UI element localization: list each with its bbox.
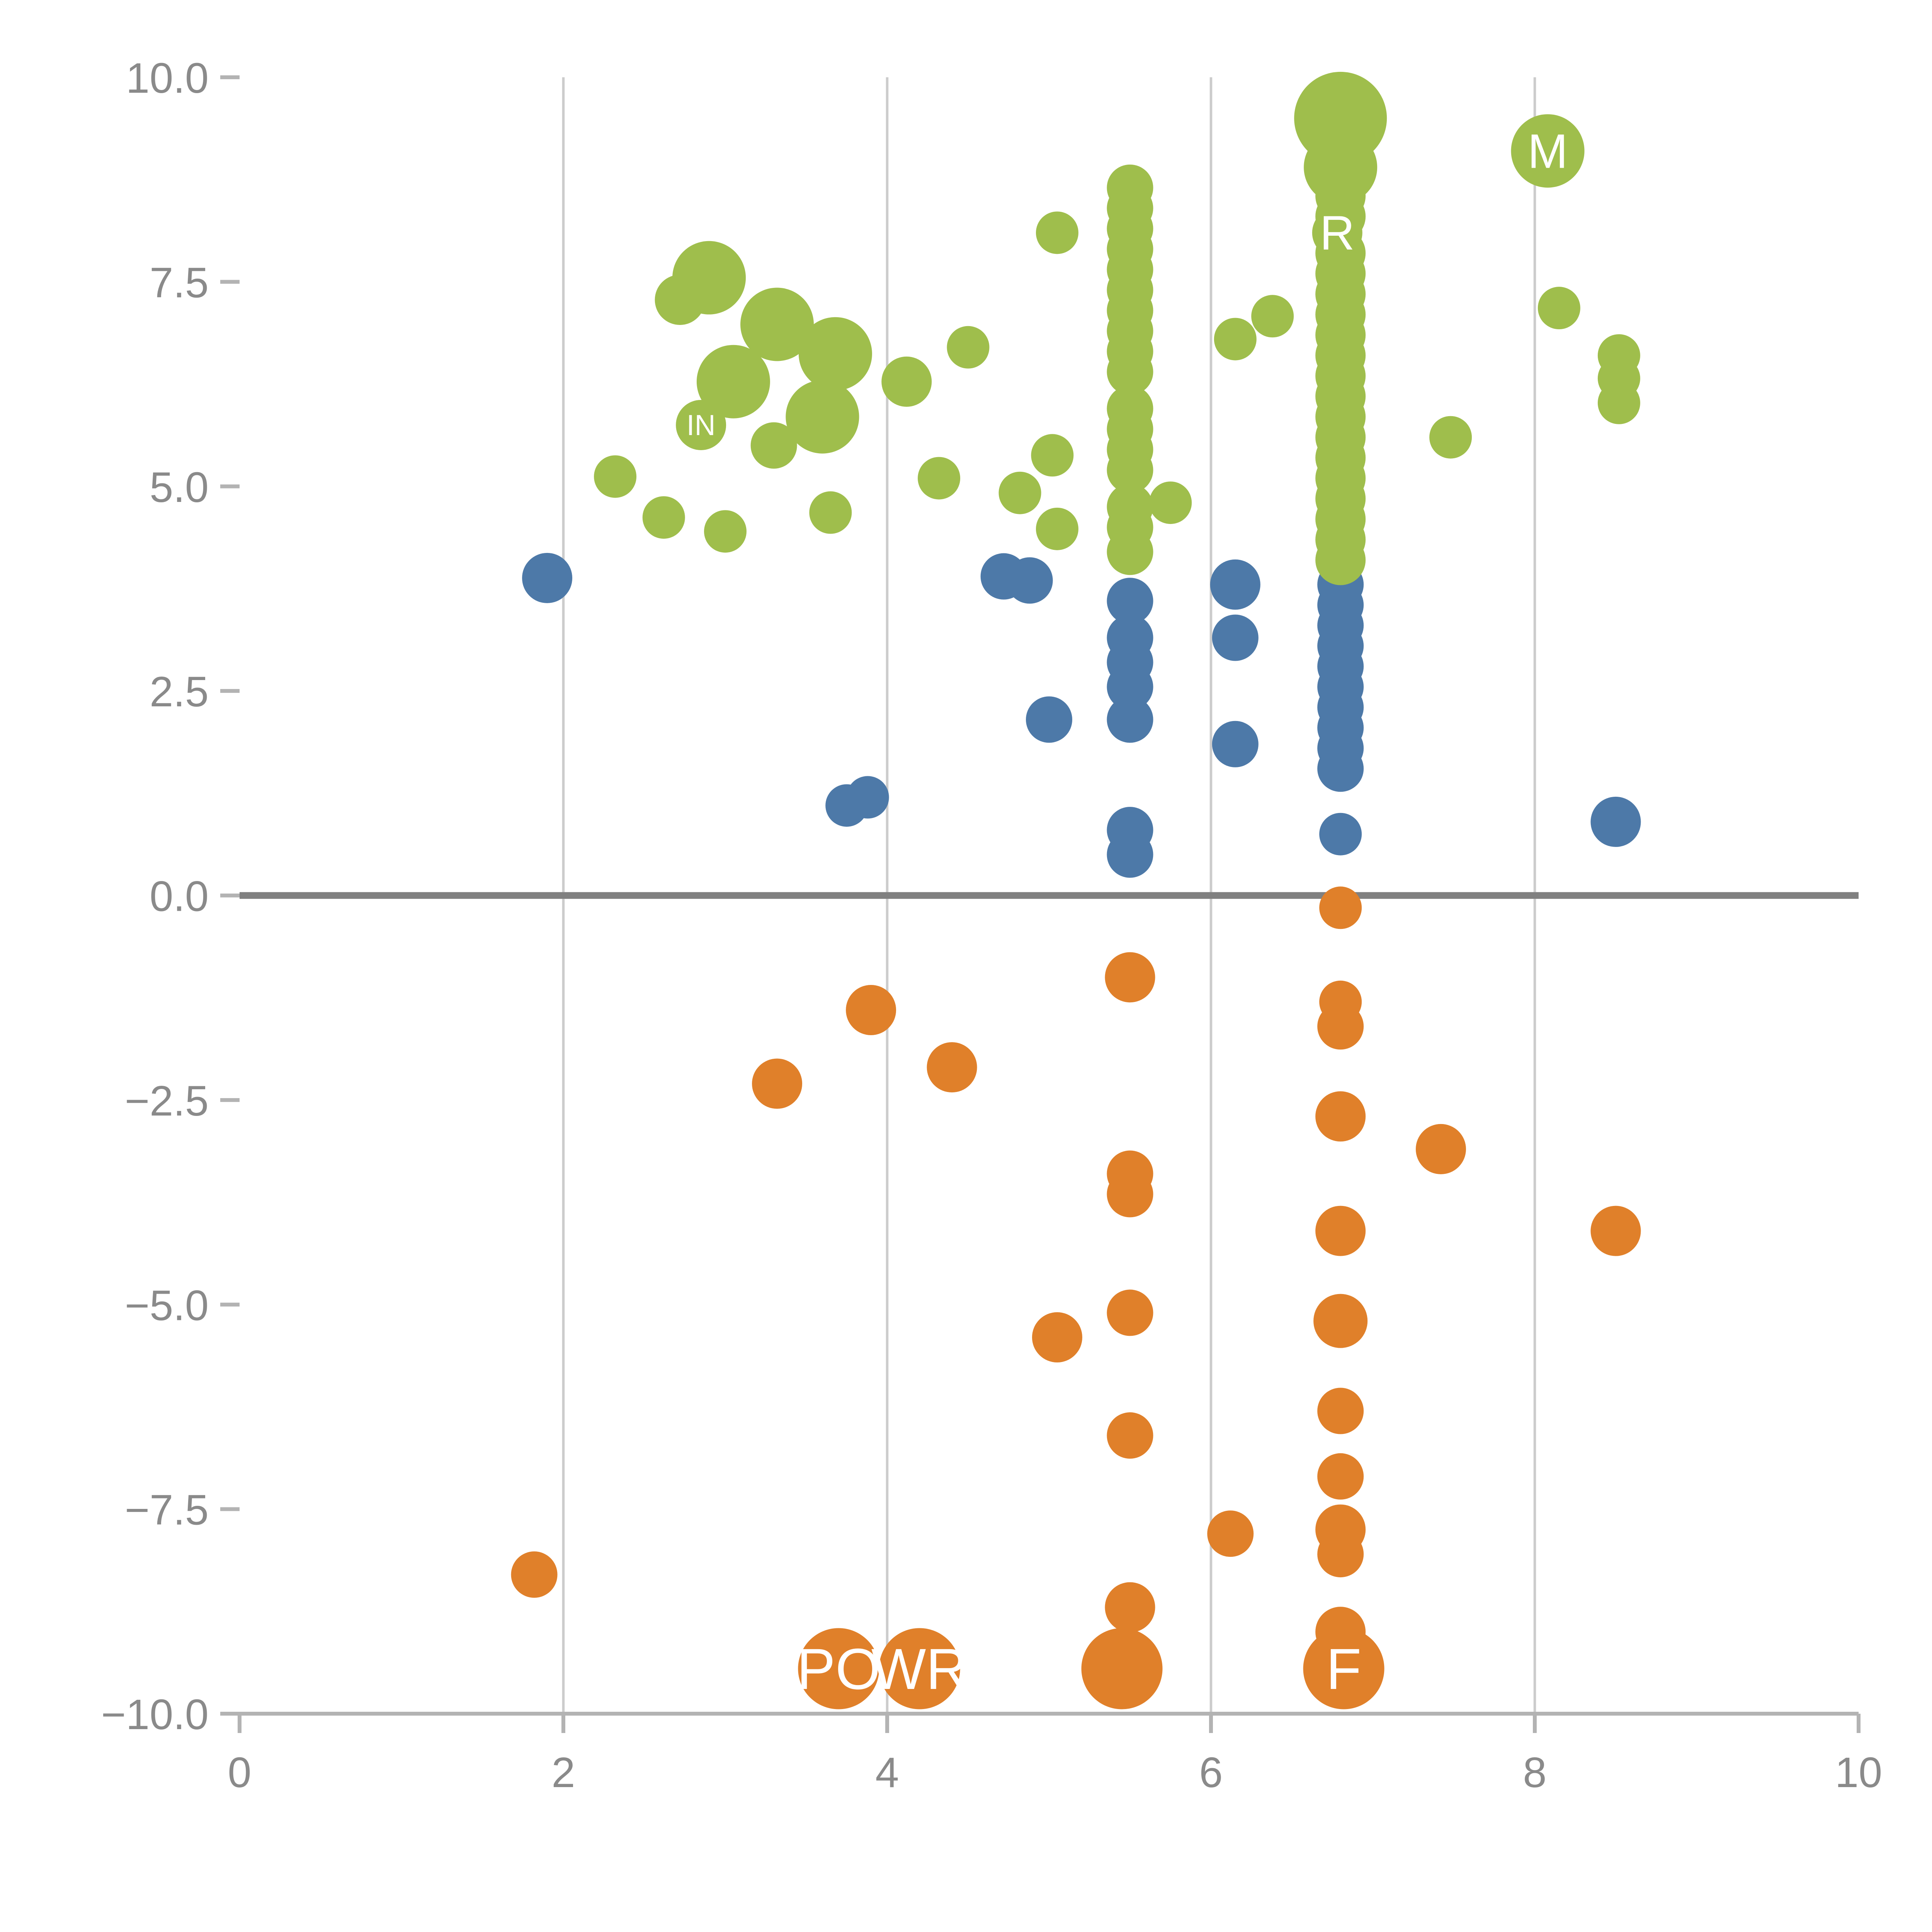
data-point-green (881, 356, 932, 407)
data-point-blue (1212, 721, 1259, 767)
data-point-green (1597, 381, 1640, 424)
data-point-orange (1105, 1582, 1155, 1633)
data-point-orange (1107, 1289, 1153, 1336)
data-point-green (676, 400, 726, 450)
data-point-orange (1303, 1628, 1384, 1709)
data-point-green (704, 510, 747, 553)
bubble-label: M (1527, 124, 1568, 178)
data-point-orange (1315, 1091, 1366, 1142)
data-point-orange (1207, 1510, 1254, 1557)
data-point-orange (1317, 1003, 1364, 1050)
data-point-green (1107, 447, 1153, 493)
y-tick-label: −2.5 (125, 1077, 209, 1125)
x-tick-label: 0 (228, 1749, 251, 1796)
data-point-green (1107, 529, 1153, 575)
data-point-blue (1107, 696, 1153, 743)
data-point-green (740, 287, 814, 361)
y-tick-label: 5.0 (150, 464, 209, 511)
data-point-blue (1210, 559, 1260, 610)
data-point-green (1107, 349, 1153, 395)
data-point-green (594, 455, 637, 498)
y-tick-label: −7.5 (125, 1486, 209, 1534)
y-tick-label: 7.5 (150, 259, 209, 306)
data-point-blue (1006, 557, 1053, 604)
data-point-orange (1317, 1453, 1364, 1500)
data-point-green (947, 326, 990, 369)
bubble-label: R (1320, 206, 1355, 260)
data-point-orange (1590, 1206, 1641, 1256)
data-point-blue (1212, 614, 1259, 661)
data-point-orange (1107, 1171, 1153, 1218)
data-point-green (798, 317, 872, 391)
data-point-blue (1317, 745, 1364, 792)
data-point-green (1511, 114, 1585, 188)
data-point-green (1149, 481, 1192, 524)
data-point-green (1031, 434, 1074, 477)
data-point-green (1429, 416, 1472, 459)
data-point-green (1036, 507, 1078, 550)
x-tick-label: 10 (1835, 1749, 1882, 1796)
data-point-green (1537, 287, 1580, 330)
data-point-orange (846, 985, 896, 1035)
data-point-orange (1317, 1531, 1364, 1578)
data-point-green (1251, 295, 1294, 338)
data-point-blue (1107, 663, 1153, 710)
data-point-orange (1107, 1412, 1153, 1459)
data-point-blue (1107, 831, 1153, 878)
y-tick-label: −10.0 (101, 1691, 209, 1738)
data-point-blue (846, 776, 889, 819)
bubble-label: IN (687, 409, 716, 441)
data-point-green (750, 422, 797, 469)
data-point-green (1214, 318, 1257, 361)
y-tick-label: −5.0 (125, 1282, 209, 1329)
data-point-orange (1105, 952, 1155, 1003)
y-tick-label: 0.0 (150, 873, 209, 920)
data-point-green (655, 274, 705, 325)
data-point-orange (1081, 1628, 1163, 1709)
data-point-blue (1319, 813, 1362, 855)
data-point-green (998, 471, 1041, 514)
data-point-orange (1415, 1124, 1466, 1174)
bubble-label: F (1326, 1636, 1362, 1701)
data-point-blue (522, 553, 573, 603)
data-point-orange (1313, 1294, 1368, 1348)
x-tick-label: 6 (1199, 1749, 1223, 1796)
data-point-green (696, 345, 770, 418)
y-tick-label: 10.0 (126, 54, 209, 102)
data-point-blue (1026, 696, 1072, 743)
data-point-green (1036, 211, 1078, 254)
data-point-green (809, 491, 852, 534)
data-point-orange (1315, 1206, 1366, 1256)
data-point-green (786, 380, 859, 454)
data-point-green (642, 496, 685, 539)
data-point-orange (511, 1551, 558, 1598)
data-point-orange (927, 1042, 977, 1093)
data-point-green (918, 457, 961, 500)
y-tick-label: 2.5 (150, 668, 209, 716)
data-point-orange (1317, 1388, 1364, 1434)
data-point-blue (1590, 796, 1641, 847)
data-point-blue (1107, 578, 1153, 624)
x-tick-label: 2 (551, 1749, 575, 1796)
bubble-label: PO (797, 1636, 881, 1701)
data-point-orange (879, 1628, 960, 1709)
bubble-label: WR (871, 1636, 968, 1701)
x-tick-label: 8 (1523, 1749, 1546, 1796)
data-point-orange (1032, 1312, 1082, 1362)
data-point-orange (752, 1058, 803, 1109)
data-point-orange (798, 1628, 879, 1709)
x-tick-label: 4 (875, 1749, 899, 1796)
data-point-orange (1319, 886, 1362, 929)
data-point-green (1315, 535, 1366, 585)
